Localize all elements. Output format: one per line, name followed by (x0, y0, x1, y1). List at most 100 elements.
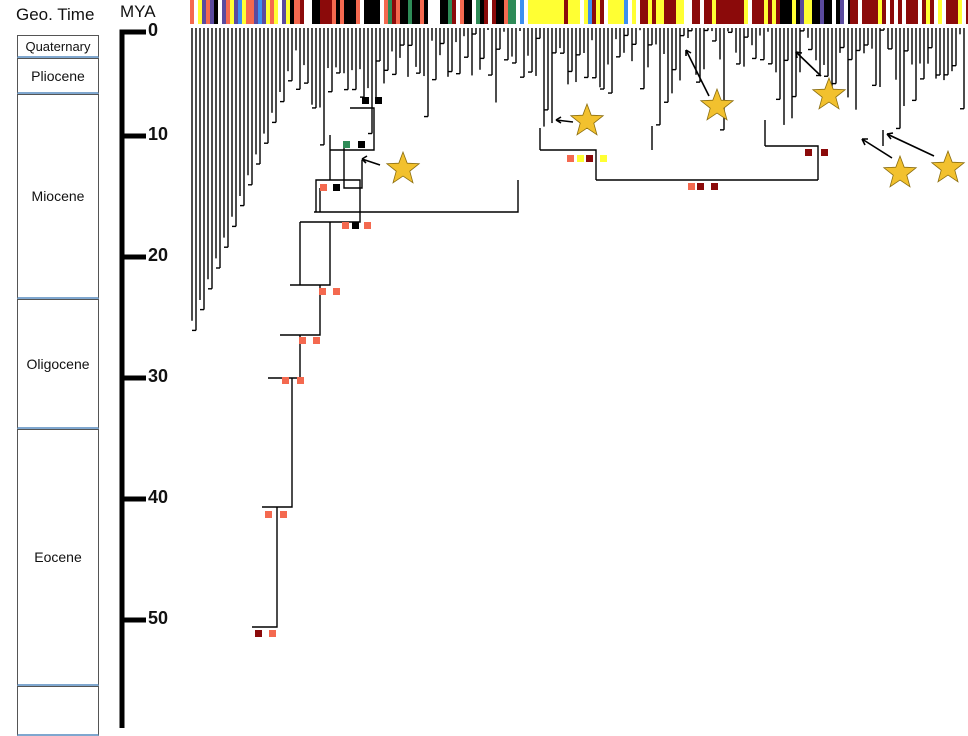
trait-color-cell (796, 0, 800, 24)
trait-color-cell (616, 0, 620, 24)
period-miocene: Miocene (17, 94, 99, 299)
trait-color-cell (270, 0, 274, 24)
axis-tick-30: 30 (148, 366, 169, 386)
trait-color-cell (476, 0, 480, 24)
trait-color-cell (792, 0, 796, 24)
stars (385, 76, 966, 188)
trait-color-cell (464, 0, 468, 24)
trait-color-cell (364, 0, 368, 24)
trait-color-cell (608, 0, 612, 24)
period-oligocene: Oligocene (17, 299, 99, 429)
star-icon (811, 76, 847, 110)
trait-color-cell (420, 0, 424, 24)
trait-color-cell (870, 0, 874, 24)
star-icon (882, 154, 918, 188)
trait-color-cell (206, 0, 210, 24)
trait-color-cell (664, 0, 668, 24)
trait-color-cell (282, 0, 286, 24)
trait-color-cell (290, 0, 294, 24)
trait-color-cell (752, 0, 756, 24)
trait-color-cell (560, 0, 564, 24)
trait-color-cell (704, 0, 708, 24)
trait-color-cell (500, 0, 504, 24)
axis-tick-50: 50 (148, 608, 169, 628)
trait-color-cell (938, 0, 942, 24)
trait-color-cell (644, 0, 648, 24)
trait-color-cell (332, 0, 336, 24)
phylogenetic-tree (191, 28, 965, 628)
trait-color-cell (540, 0, 544, 24)
node-markers (255, 97, 828, 637)
trait-color-cell (624, 0, 628, 24)
trait-color-cell (850, 0, 854, 24)
trait-color-cell (214, 0, 218, 24)
trait-color-cell (930, 0, 934, 24)
trait-color-cell (600, 0, 604, 24)
trait-color-cell (250, 0, 254, 24)
trait-color-cell (780, 0, 784, 24)
trait-color-cell (680, 0, 684, 24)
trait-color-cell (862, 0, 866, 24)
trait-color-cell (508, 0, 512, 24)
trait-color-cell (954, 0, 958, 24)
trait-color-cell (756, 0, 760, 24)
trait-color-cell (828, 0, 832, 24)
trait-color-cell (448, 0, 452, 24)
trait-color-cell (568, 0, 572, 24)
trait-color-cell (588, 0, 592, 24)
trait-color-cell (528, 0, 532, 24)
trait-color-cell (396, 0, 400, 24)
trait-color-cell (668, 0, 672, 24)
trait-color-cell (392, 0, 396, 24)
trait-color-cell (504, 0, 508, 24)
trait-color-cell (286, 0, 290, 24)
trait-color-cell (744, 0, 748, 24)
trait-color-cell (444, 0, 448, 24)
trait-color-cell (922, 0, 926, 24)
trait-color-cell (532, 0, 536, 24)
period-quaternary: Quaternary (17, 35, 99, 58)
star-icon (699, 87, 735, 121)
star-icon (385, 150, 421, 184)
trait-color-cell (772, 0, 776, 24)
star-icon (930, 149, 966, 183)
trait-color-cell (874, 0, 878, 24)
trait-color-cell (676, 0, 680, 24)
trait-color-cell (440, 0, 444, 24)
trait-color-cell (312, 0, 316, 24)
trait-color-cell (672, 0, 676, 24)
period-eocene: Eocene (17, 429, 99, 686)
trait-color-cell (344, 0, 348, 24)
trait-color-cell (356, 0, 360, 24)
trait-color-cell (484, 0, 488, 24)
trait-color-cell (548, 0, 552, 24)
trait-color-cell (760, 0, 764, 24)
trait-color-cell (808, 0, 812, 24)
trait-color-cell (234, 0, 238, 24)
arrows (361, 49, 935, 166)
trait-color-cell (328, 0, 332, 24)
trait-color-cell (496, 0, 500, 24)
trait-color-cell (468, 0, 472, 24)
trait-color-cell (660, 0, 664, 24)
trait-color-cell (728, 0, 732, 24)
trait-color-cell (202, 0, 206, 24)
trait-color-cell (648, 0, 652, 24)
trait-color-cell (544, 0, 548, 24)
trait-color-cell (242, 0, 246, 24)
trait-color-cell (640, 0, 644, 24)
trait-color-cell (576, 0, 580, 24)
trait-color-cell (238, 0, 242, 24)
trait-color-cell (812, 0, 816, 24)
trait-color-cell (274, 0, 278, 24)
trait-color-cell (408, 0, 412, 24)
trait-color-cell (836, 0, 840, 24)
trait-color-strip (190, 0, 968, 24)
trait-color-cell (222, 0, 226, 24)
trait-color-cell (878, 0, 882, 24)
trait-color-cell (368, 0, 372, 24)
trait-color-cell (324, 0, 328, 24)
trait-color-cell (950, 0, 954, 24)
trait-color-cell (400, 0, 404, 24)
trait-color-cell (720, 0, 724, 24)
